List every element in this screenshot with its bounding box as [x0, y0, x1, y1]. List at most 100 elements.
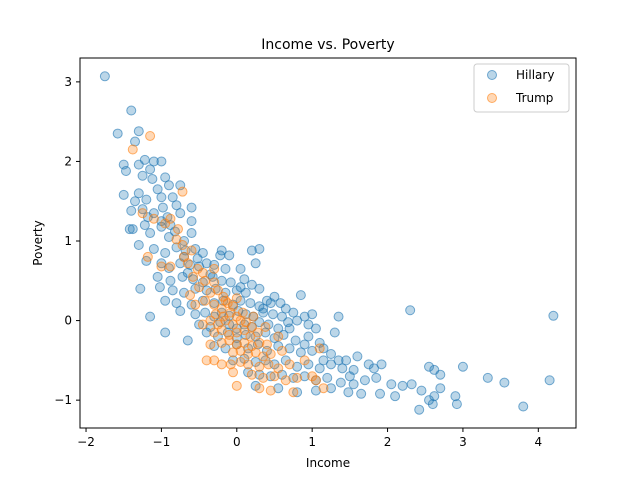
- point-trump: [237, 307, 248, 318]
- point-hillary: [209, 259, 220, 270]
- point-hillary: [450, 391, 461, 402]
- point-trump: [273, 331, 284, 342]
- point-trump: [224, 335, 235, 346]
- point-trump: [228, 319, 239, 330]
- point-hillary: [148, 156, 159, 167]
- point-trump: [185, 290, 196, 301]
- point-hillary: [99, 71, 110, 82]
- point-trump: [277, 345, 288, 356]
- point-trump: [235, 356, 246, 367]
- point-hillary: [137, 204, 148, 215]
- legend-box: [473, 63, 570, 113]
- point-hillary: [292, 361, 303, 372]
- point-hillary: [200, 307, 211, 318]
- x-tick-label: −2: [77, 435, 95, 449]
- point-hillary: [156, 156, 167, 167]
- point-trump: [231, 293, 242, 304]
- point-hillary: [201, 327, 212, 338]
- point-hillary: [133, 126, 144, 137]
- point-trump: [260, 321, 271, 332]
- point-hillary: [133, 239, 144, 250]
- point-trump: [280, 375, 291, 386]
- point-hillary: [258, 303, 269, 314]
- point-hillary: [307, 309, 318, 320]
- point-hillary: [343, 387, 354, 398]
- point-hillary: [344, 371, 355, 382]
- point-hillary: [277, 311, 288, 322]
- point-hillary: [544, 375, 555, 386]
- point-trump: [231, 327, 242, 338]
- point-hillary: [482, 372, 493, 383]
- legend-marker-trump: [487, 93, 497, 103]
- point-hillary: [397, 380, 408, 391]
- point-hillary: [273, 383, 284, 394]
- x-tick-label: 3: [459, 435, 467, 449]
- point-hillary: [295, 347, 306, 358]
- point-trump: [210, 309, 221, 320]
- point-hillary: [163, 263, 174, 274]
- point-hillary: [163, 180, 174, 191]
- y-tick-label: 2: [64, 154, 72, 168]
- point-hillary: [167, 285, 178, 296]
- point-hillary: [258, 307, 269, 318]
- point-trump: [299, 355, 310, 366]
- point-trump: [269, 371, 280, 382]
- point-trump: [216, 337, 227, 348]
- x-axis-label: Income: [306, 456, 350, 470]
- point-hillary: [186, 228, 197, 239]
- point-hillary: [197, 295, 208, 306]
- point-hillary: [147, 173, 158, 184]
- point-hillary: [145, 311, 156, 322]
- point-trump: [248, 311, 259, 322]
- point-trump: [250, 347, 261, 358]
- point-hillary: [139, 154, 150, 165]
- point-trump: [201, 355, 212, 366]
- x-tick-label: −1: [153, 435, 171, 449]
- point-hillary: [314, 363, 325, 374]
- point-trump: [220, 315, 231, 326]
- point-hillary: [326, 359, 337, 370]
- point-hillary: [292, 315, 303, 326]
- point-hillary: [254, 243, 265, 254]
- point-trump: [284, 359, 295, 370]
- point-hillary: [451, 399, 462, 410]
- x-tick-label: 1: [308, 435, 316, 449]
- point-hillary: [175, 306, 186, 317]
- point-hillary: [124, 224, 135, 235]
- point-hillary: [126, 105, 137, 116]
- point-trump: [314, 343, 325, 354]
- point-trump: [243, 349, 254, 359]
- point-hillary: [326, 383, 337, 394]
- point-hillary: [288, 307, 299, 318]
- point-hillary: [127, 224, 138, 235]
- point-hillary: [186, 216, 197, 227]
- point-hillary: [186, 202, 197, 213]
- point-hillary: [326, 349, 337, 359]
- point-hillary: [152, 271, 163, 282]
- point-trump: [246, 369, 257, 380]
- point-trump: [220, 295, 231, 306]
- point-hillary: [239, 274, 250, 285]
- point-trump: [216, 359, 227, 370]
- point-hillary: [235, 282, 246, 293]
- point-trump: [318, 383, 329, 394]
- point-hillary: [348, 379, 359, 390]
- point-hillary: [133, 188, 144, 199]
- point-hillary: [179, 287, 190, 298]
- x-tick-label: 2: [384, 435, 392, 449]
- point-hillary: [416, 385, 427, 396]
- point-trump: [182, 258, 193, 269]
- point-hillary: [192, 253, 203, 264]
- point-trump: [243, 359, 254, 370]
- point-trump: [145, 130, 156, 141]
- point-hillary: [414, 404, 425, 415]
- point-hillary: [156, 192, 167, 203]
- point-trump: [263, 359, 274, 370]
- point-hillary: [260, 327, 271, 338]
- point-trump: [245, 331, 256, 342]
- point-hillary: [299, 371, 310, 382]
- point-hillary: [376, 359, 387, 370]
- point-hillary: [406, 379, 417, 390]
- point-hillary: [157, 202, 168, 213]
